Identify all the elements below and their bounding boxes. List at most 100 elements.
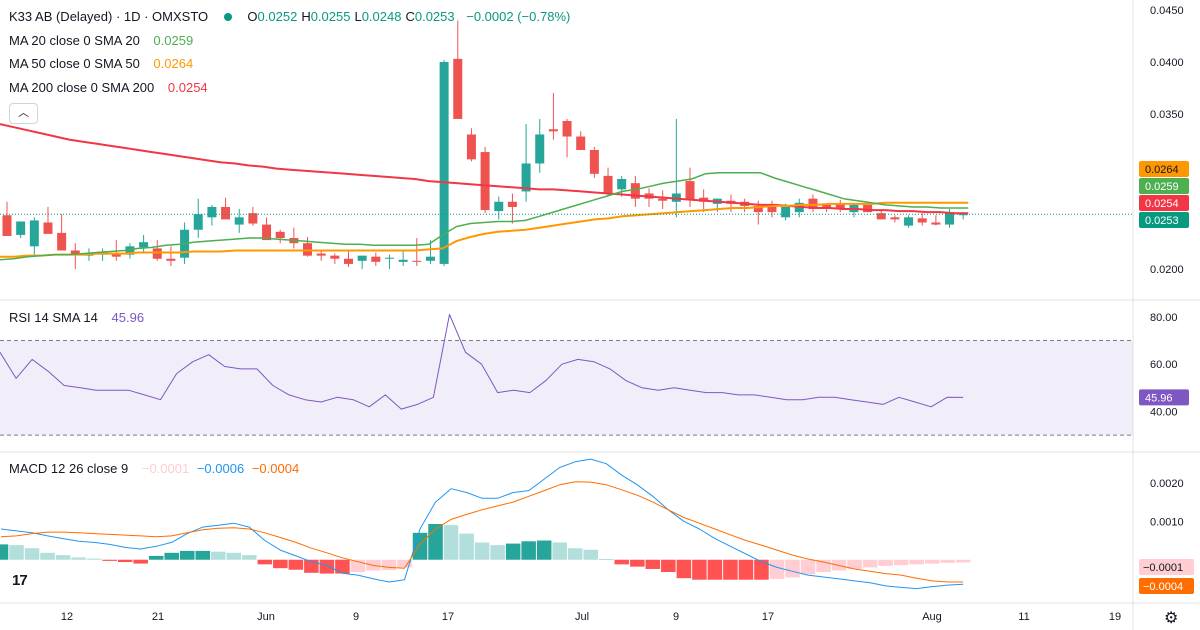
price-axis-tick: 0.0400 (1150, 57, 1184, 69)
candle-body (384, 257, 394, 259)
candle-body (931, 222, 941, 225)
macd-histogram-bar (955, 559, 971, 563)
time-axis-tick: 9 (353, 611, 359, 623)
macd-histogram-bar (0, 544, 9, 560)
macd-histogram-bar (381, 559, 397, 571)
candle-body (166, 258, 176, 261)
candle-body (822, 204, 832, 207)
candle-body (357, 255, 367, 261)
macd-histogram-bar (195, 550, 211, 560)
candle-body (111, 253, 121, 257)
candle-body (234, 217, 244, 225)
macd-histogram-bar (614, 559, 630, 565)
candle-body (767, 206, 777, 213)
collapse-legend-button[interactable]: ︿ (9, 103, 38, 124)
settings-gear-icon[interactable]: ⚙ (1164, 610, 1179, 627)
candle-body (207, 206, 217, 218)
rsi-tag-label: 45.96 (1145, 392, 1173, 404)
macd-pane (0, 458, 971, 590)
candle-body (890, 217, 900, 220)
tradingview-logo[interactable]: 17 (12, 572, 28, 589)
ohlc-key-o: O (247, 9, 258, 24)
candle-body (808, 198, 818, 210)
macd-histogram-bar (676, 559, 692, 579)
time-axis-tick: 11 (1018, 611, 1029, 623)
ma50-value: 0.0264 (153, 56, 194, 71)
macd-histogram-bar (800, 559, 816, 575)
rsi-band (0, 340, 1133, 436)
macd-histogram-bar (397, 559, 412, 568)
ma200-line (0, 123, 969, 215)
time-axis-tick: 21 (152, 611, 164, 623)
price-change: −0.0002 (−0.78%) (466, 9, 571, 24)
candle-body (630, 183, 640, 199)
macd-signal-value: −0.0004 (251, 461, 300, 476)
macd-histogram-bar (909, 559, 924, 565)
macd-histogram-bar (117, 559, 133, 563)
macd-histogram-bar (552, 542, 567, 560)
macd-histogram-bar (645, 559, 661, 569)
macd-histogram-bar (24, 548, 40, 560)
candle-body (125, 246, 135, 255)
price-pane (0, 20, 1133, 270)
macd-histogram-bar (226, 552, 242, 560)
time-axis-tick: 9 (673, 611, 679, 623)
candle-body (521, 163, 531, 192)
candle-body (753, 205, 763, 213)
macd-tag-hist (1139, 559, 1194, 575)
macd-histogram-bar (878, 559, 893, 566)
ohlc-value-l: 0.0248 (361, 9, 402, 24)
ma50-legend[interactable]: MA 50 close 0 SMA 50 0.0264 (9, 56, 197, 72)
rsi-axis-tick: 60.00 (1150, 359, 1178, 371)
ohlc-key-l: L (354, 9, 362, 24)
macd-histogram-bar (940, 559, 955, 563)
axes: 0.04500.04000.03500.03000.02500.02000.02… (61, 5, 1194, 623)
ma20-legend[interactable]: MA 20 close 0 SMA 20 0.0259 (9, 33, 197, 49)
time-axis-tick: 19 (1109, 611, 1121, 623)
candle-body (303, 243, 313, 256)
macd-histogram-bar (211, 551, 226, 560)
time-axis-tick: Jul (575, 611, 589, 623)
chevron-up-icon: ︿ (18, 107, 29, 119)
candle-body (945, 212, 955, 225)
candle-body (221, 206, 231, 220)
ohlc-value-c: 0.0253 (414, 9, 455, 24)
macd-histogram-bar (862, 559, 878, 568)
macd-histogram-bar (335, 559, 350, 574)
candle-body (2, 215, 12, 236)
rsi-value: 45.96 (111, 310, 145, 325)
candle-body (658, 198, 668, 201)
time-axis-tick: Aug (922, 611, 942, 623)
rsi-legend[interactable]: RSI 14 SMA 14 45.96 (9, 310, 148, 326)
ma200-label: MA 200 close 0 SMA 200 (9, 80, 155, 95)
candle-body (781, 206, 791, 218)
candle-body (685, 181, 695, 200)
macd-axis-tick: 0.0010 (1150, 516, 1184, 528)
macd-histogram-bar (474, 542, 490, 560)
symbol-title[interactable]: K33 AB (Delayed) · 1D · OMXSTO (9, 9, 209, 24)
time-axis-tick: 17 (762, 611, 774, 623)
candle-body (57, 232, 67, 251)
candle-body (16, 221, 26, 235)
candle-body (576, 136, 586, 150)
candle-body (29, 220, 39, 247)
macd-tag-signal-label: −0.0004 (1143, 581, 1183, 593)
macd-histogram-bar (86, 558, 102, 560)
macd-legend[interactable]: MACD 12 26 close 9 −0.0001 −0.0006 −0.00… (9, 461, 303, 477)
candle-body (562, 121, 572, 137)
candle-body (344, 258, 353, 264)
price-tag-ma50 (1139, 161, 1189, 177)
macd-histogram-bar (242, 555, 257, 560)
macd-histogram-bar (257, 559, 273, 565)
macd-histogram-bar (785, 559, 800, 578)
candle-body (193, 214, 203, 230)
ohlc-value-h: 0.0255 (310, 9, 351, 24)
ohlc-values: O0.0252 H0.0255 L0.0248 C0.0253 (247, 9, 458, 24)
macd-histogram-bar (133, 559, 148, 564)
candle-body (958, 214, 968, 216)
macd-histogram-bar (288, 559, 304, 570)
ma200-legend[interactable]: MA 200 close 0 SMA 200 0.0254 (9, 80, 212, 96)
price-tag-ma200-label: 0.0254 (1145, 198, 1179, 210)
